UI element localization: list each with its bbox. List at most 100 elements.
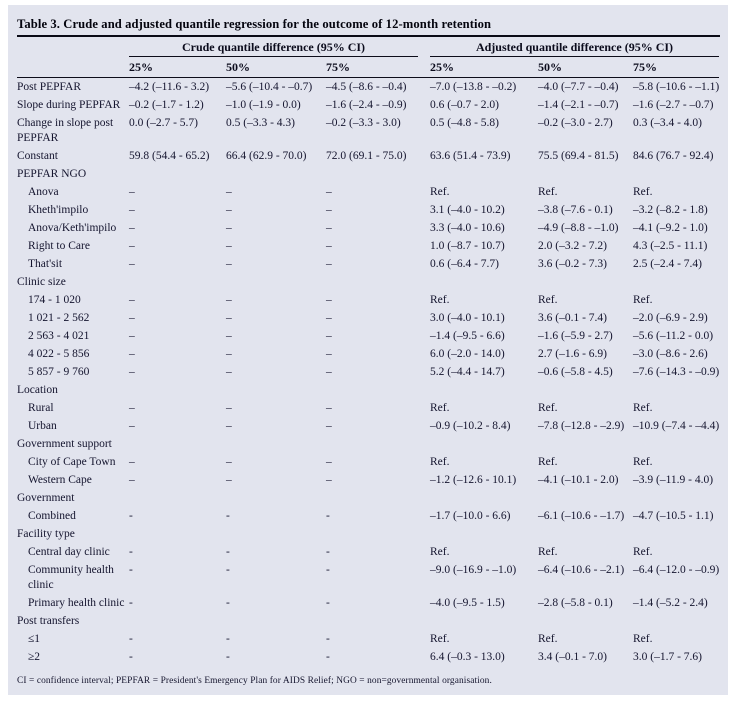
cell-value: –5.8 (–10.6 - –1.1)	[633, 80, 720, 93]
cell-value	[129, 381, 226, 399]
cell-value: –	[326, 455, 332, 468]
cell-value: 3.0 (–4.0 - 10.1)	[430, 311, 505, 324]
adjusted-group-header: Adjusted quantile difference (95% CI)	[430, 38, 719, 57]
crude-25-header: 25%	[129, 57, 226, 78]
cell-value: 3.4 (–0.1 - 7.0)	[538, 650, 607, 663]
cell-value: –	[226, 347, 232, 360]
cell-value: –0.2 (–3.0 - 2.7)	[538, 116, 613, 129]
cell-value: 2.0 (–3.2 - 7.2)	[538, 239, 607, 252]
table-row: Change in slope post PEPFAR 0.0 (–2.7 - 5…	[17, 114, 719, 147]
table-row: Kheth'impilo – – – 3.1 (–4.0 - 10.2) –3.8 (–7…	[17, 201, 719, 219]
row-label: Rural	[28, 401, 54, 414]
cell-value: –4.1 (–9.2 - 1.0)	[633, 221, 708, 234]
cell-value: 0.3 (–3.4 - 4.0)	[633, 116, 702, 129]
table-row: Central day clinic - - - Ref. Ref. Ref.	[17, 543, 719, 561]
quantile-regression-table: Crude quantile difference (95% CI) Adjus…	[17, 38, 719, 666]
cell-value	[129, 165, 226, 183]
row-label: Central day clinic	[28, 545, 110, 558]
cell-value: -	[326, 596, 330, 609]
row-label: Urban	[28, 419, 57, 432]
table-row: Anova/Keth'impilo – – –3.3 (–4.0 - 10.6) –4.…	[17, 219, 719, 237]
cell-value: Ref.	[633, 185, 653, 198]
table-row: Combined - - - –1.7 (–10.0 - 6.6) –6.1 (–10.6…	[17, 507, 719, 525]
cell-value: Ref.	[430, 185, 450, 198]
row-label: Location	[17, 383, 58, 396]
cell-value: Ref.	[430, 545, 450, 558]
cell-value	[129, 525, 226, 543]
cell-value: 63.6 (51.4 - 73.9)	[430, 149, 511, 162]
row-label: Primary health clinic	[28, 596, 125, 609]
cell-value: Ref.	[633, 401, 653, 414]
cell-value: Ref.	[430, 632, 450, 645]
table-row: 5 857 - 9 760 – – – 5.2 (–4.4 - 14.7) –0.6 (–…	[17, 363, 719, 381]
cell-value: –	[226, 293, 232, 306]
crude-75-header: 75%	[326, 57, 430, 78]
cell-value	[430, 612, 538, 630]
table-row: Constant 59.8 (54.4 - 65.2) 66.4 (62.9 - 7…	[17, 147, 719, 165]
cell-value: 6.0 (–2.0 - 14.0)	[430, 347, 505, 360]
cell-value: -	[226, 596, 230, 609]
cell-value: –4.0 (–7.7 - –0.4)	[538, 80, 619, 93]
cell-value	[326, 489, 430, 507]
cell-value: –7.0 (–13.8 - –0.2)	[430, 80, 517, 93]
cell-value: -	[129, 596, 133, 609]
cell-value: –	[326, 311, 332, 324]
cell-value: –1.4 (–5.2 - 2.4)	[633, 596, 708, 609]
cell-value: –4.0 (–9.5 - 1.5)	[430, 596, 505, 609]
cell-value	[633, 489, 719, 507]
cell-value: –1.2 (–12.6 - 10.1)	[430, 473, 517, 486]
cell-value: –	[326, 203, 332, 216]
cell-value	[633, 525, 719, 543]
cell-value: –	[326, 239, 332, 252]
cell-value	[226, 435, 326, 453]
cell-value: –	[129, 473, 135, 486]
cell-value: -	[226, 632, 230, 645]
table-row: Urban – – – –0.9 (–10.2 - 8.4) –7.8 (–12.8 - …	[17, 417, 719, 435]
cell-value	[538, 435, 633, 453]
row-label: 2 563 - 4 021	[28, 329, 90, 342]
cell-value: -	[326, 563, 330, 576]
cell-value: Ref.	[633, 545, 653, 558]
cell-value: 3.6 (–0.2 - 7.3)	[538, 257, 607, 270]
cell-value: –1.6 (–2.4 - –0.9)	[326, 98, 407, 111]
row-label: 4 022 - 5 856	[28, 347, 90, 360]
cell-value: 0.5 (–4.8 - 5.8)	[430, 116, 499, 129]
cell-value: –1.6 (–5.9 - 2.7)	[538, 329, 613, 342]
cell-value: Ref.	[633, 632, 653, 645]
cell-value: –	[129, 455, 135, 468]
cell-value: 75.5 (69.4 - 81.5)	[538, 149, 619, 162]
cell-value: –5.6 (–11.2 - 0.0)	[633, 329, 714, 342]
adjusted-75-header: 75%	[633, 57, 719, 78]
cell-value: –6.4 (–12.0 - –0.9)	[633, 563, 720, 576]
row-label: Post transfers	[17, 614, 80, 627]
cell-value: –	[326, 365, 332, 378]
section-row: Facility type	[17, 525, 719, 543]
row-label: Kheth'impilo	[28, 203, 89, 216]
row-label: Clinic size	[17, 275, 66, 288]
table-row: Post PEPFAR –4.2 (–11.6 - 3.2) –5.6 (–10.4…	[17, 78, 719, 97]
cell-value: –	[129, 329, 135, 342]
cell-value: -	[129, 509, 133, 522]
cell-value: –6.4 (–10.6 - –2.1)	[538, 563, 625, 576]
table-row: 174 - 1 020 – – – Ref. Ref. Ref.	[17, 291, 719, 309]
cell-value	[633, 165, 719, 183]
cell-value	[326, 273, 430, 291]
row-label: Combined	[28, 509, 76, 522]
cell-value: –	[326, 185, 332, 198]
cell-value	[226, 489, 326, 507]
cell-value: 6.4 (–0.3 - 13.0)	[430, 650, 505, 663]
cell-value: –	[326, 473, 332, 486]
cell-value	[129, 435, 226, 453]
cell-value: 0.0 (–2.7 - 5.7)	[129, 116, 198, 129]
cell-value: -	[129, 650, 133, 663]
row-label: Facility type	[17, 527, 75, 540]
row-label: Constant	[17, 149, 58, 162]
adjusted-50-header: 50%	[538, 57, 633, 78]
cell-value: –4.2 (–11.6 - 3.2)	[129, 80, 210, 93]
cell-value: –2.8 (–5.8 - 0.1)	[538, 596, 613, 609]
cell-value: –	[129, 419, 135, 432]
cell-value: –	[129, 401, 135, 414]
cell-value: –0.6 (–5.8 - 4.5)	[538, 365, 613, 378]
cell-value: –	[129, 221, 135, 234]
cell-value: –	[326, 329, 332, 342]
